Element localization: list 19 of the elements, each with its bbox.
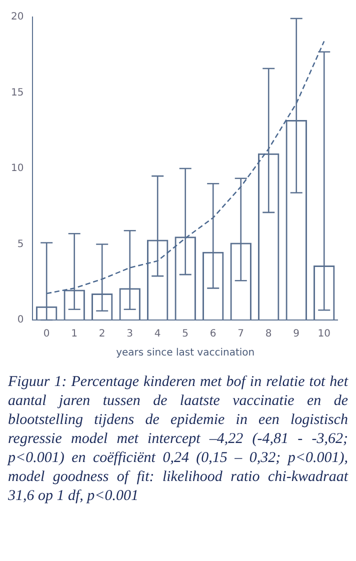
text: Figuur 1: Percentage kinderen met bof in relatie tot het aantal jaren tussen de laatste vaccinatie en de blootstelling tijdens de epidemie in een logistisch regressie model met intercept –4,22 (-4,81 - -3,62; p<0.001) en coëfficiënt 0,24 (0,15 – 0,32; p<0.001), model goodness of fit: likelihood ratio chi-kwadraat 31,6 op 1 df, p<0.001 — [8, 373, 348, 506]
y-tick-label: 20 — [10, 12, 24, 23]
x-tick-label: 1 — [71, 328, 78, 340]
x-axis-title: years since last vaccination — [116, 348, 255, 359]
y-tick-label: 10 — [10, 163, 24, 174]
x-tick-label: 4 — [154, 328, 161, 340]
y-tick-label: 5 — [17, 238, 24, 250]
y-tick-label: 15 — [10, 87, 24, 98]
x-tick-label: 8 — [265, 328, 272, 340]
x-tick-label: 5 — [182, 328, 189, 340]
x-tick-label: 7 — [238, 328, 244, 340]
x-tick-label: 3 — [126, 328, 134, 340]
x-tick-label: 6 — [210, 328, 216, 340]
x-tick-label: 10 — [318, 328, 330, 340]
x-tick-label: 0 — [43, 328, 50, 340]
x-tick-label: 9 — [293, 328, 300, 340]
x-tick-label: 2 — [98, 328, 106, 340]
line-series — [46, 40, 325, 294]
y-tick-label: 0 — [17, 314, 24, 326]
